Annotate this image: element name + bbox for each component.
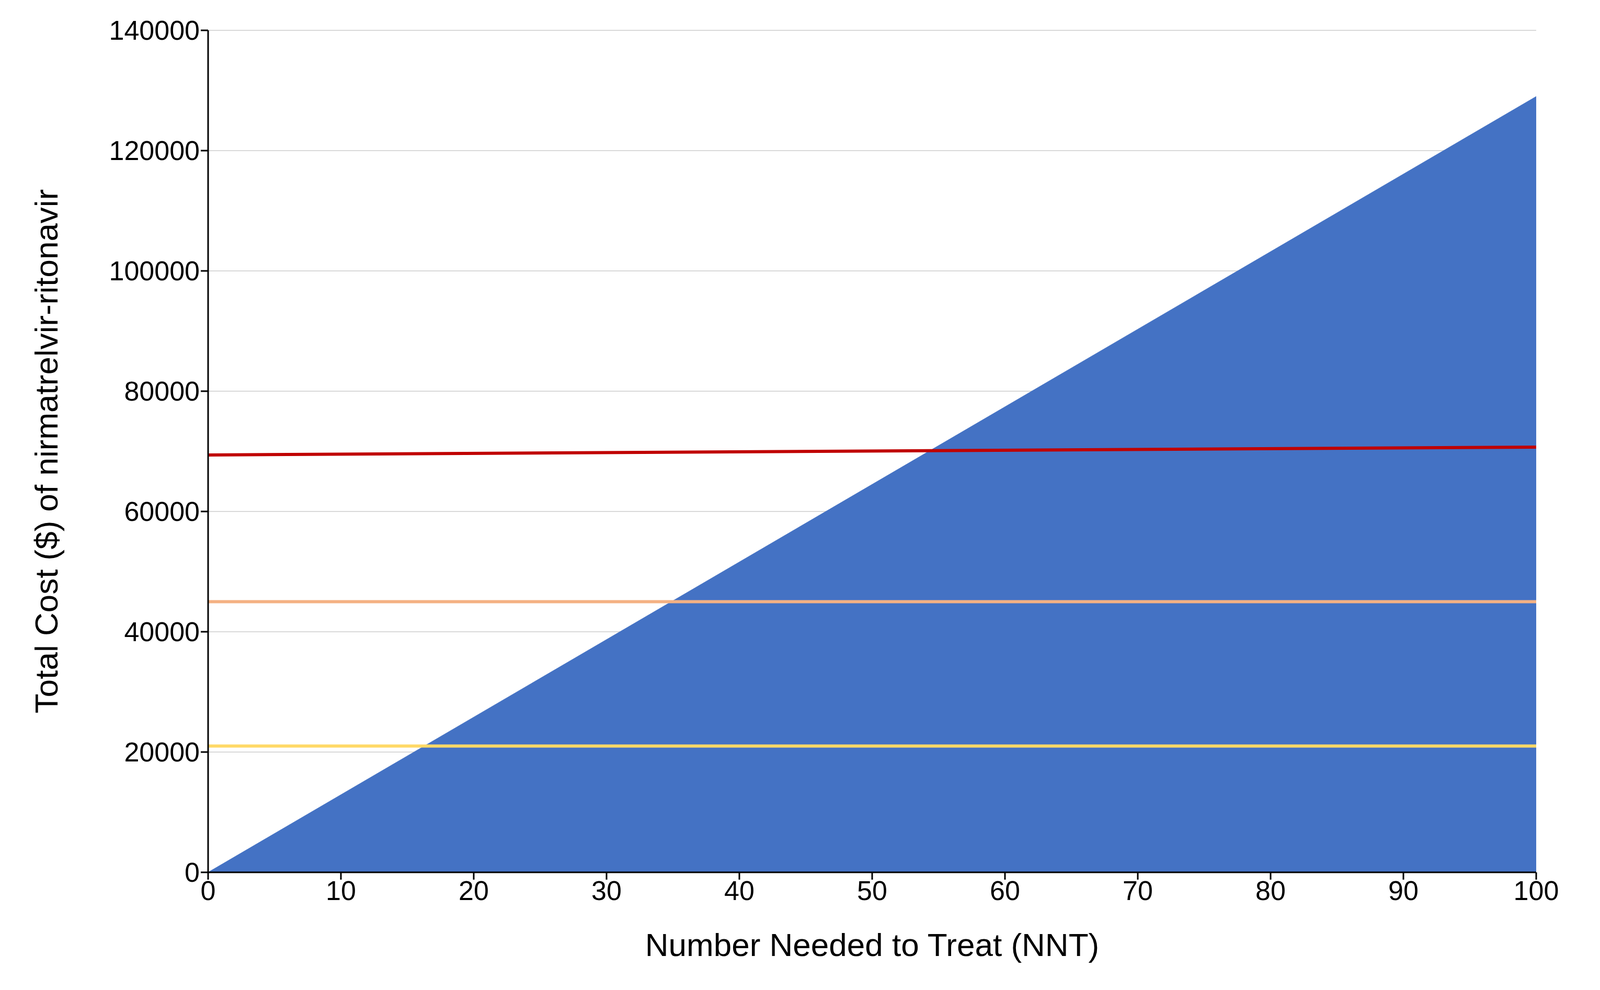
svg-text:100000: 100000 — [108, 255, 200, 287]
svg-text:0: 0 — [200, 875, 216, 906]
svg-text:10: 10 — [325, 875, 357, 906]
svg-text:20000: 20000 — [123, 736, 200, 768]
svg-text:60000: 60000 — [123, 496, 200, 527]
svg-text:120000: 120000 — [108, 135, 200, 166]
svg-text:140000: 140000 — [108, 15, 200, 46]
svg-text:80: 80 — [1255, 875, 1286, 906]
svg-text:40000: 40000 — [123, 616, 200, 647]
svg-text:90: 90 — [1388, 875, 1419, 906]
svg-text:Number Needed to Treat (NNT): Number Needed to Treat (NNT) — [645, 926, 1100, 963]
svg-text:40: 40 — [724, 875, 755, 906]
svg-text:Total Cost ($) of nirmatrelvir: Total Cost ($) of nirmatrelvir-ritonavir — [28, 189, 65, 714]
svg-text:70: 70 — [1122, 875, 1153, 906]
svg-text:50: 50 — [856, 875, 888, 906]
svg-text:30: 30 — [591, 875, 622, 906]
svg-text:100: 100 — [1513, 875, 1560, 906]
svg-text:60: 60 — [989, 875, 1021, 906]
svg-text:20: 20 — [458, 875, 489, 906]
svg-text:0: 0 — [184, 856, 200, 888]
svg-text:80000: 80000 — [123, 375, 200, 407]
